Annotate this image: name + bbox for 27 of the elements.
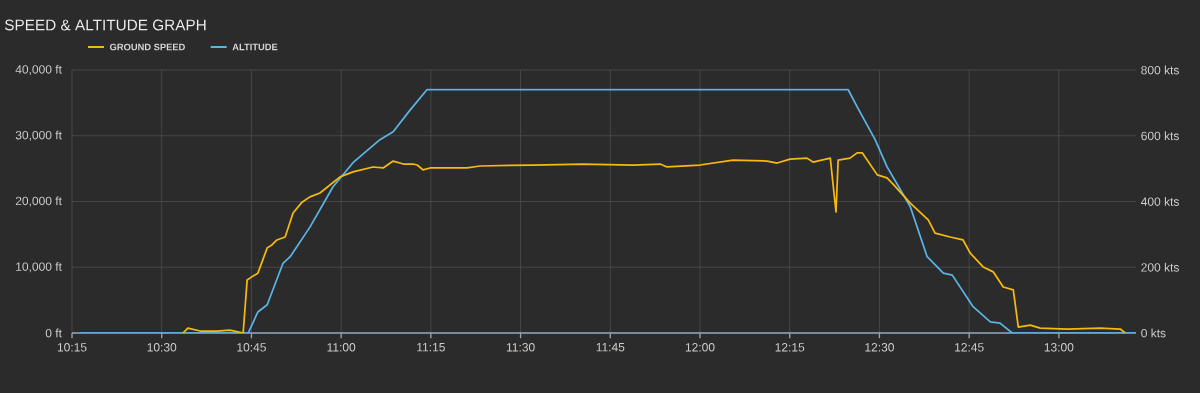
y-tick-label: 30,000 ft: [15, 130, 62, 141]
line-series: [79, 88, 1137, 333]
y2-tick-label: 0 kts: [1141, 328, 1166, 338]
x-tick-label: 12:45: [955, 343, 984, 352]
y2-tick-label: 800 kts: [1141, 65, 1179, 75]
x-tick-label: 12:15: [775, 343, 805, 352]
y-tick-label: 10,000 ft: [16, 262, 62, 273]
x-tick-label: 11:45: [596, 343, 625, 352]
x-tick-label: 13:00: [1044, 343, 1074, 352]
chart-title: SPEED & ALTITUDE GRAPH: [4, 19, 206, 31]
x-tick-label: 11:30: [506, 343, 535, 352]
y2-tick-label: 600 kts: [1141, 131, 1179, 141]
y-tick-label: 20,000 ft: [15, 196, 62, 207]
legend-label: GROUND SPEED: [109, 43, 185, 51]
legend-label: ALTITUDE: [232, 43, 278, 51]
y-tick-label: 0 ft: [45, 328, 62, 338]
y2-tick-label: 200 kts: [1141, 262, 1179, 272]
x-tick-label: 10:45: [237, 343, 266, 352]
y-tick-label: 40,000 ft: [15, 64, 62, 76]
x-tick-label: 10:30: [147, 343, 177, 352]
line-series: [182, 151, 1127, 333]
x-tick-label: 12:30: [865, 343, 894, 352]
x-tick-label: 11:15: [417, 343, 445, 352]
x-tick-label: 11:00: [327, 343, 356, 352]
y2-tick-label: 400 kts: [1141, 197, 1179, 206]
x-tick-label: 10:15: [57, 343, 87, 352]
x-tick-label: 12:00: [685, 343, 715, 352]
